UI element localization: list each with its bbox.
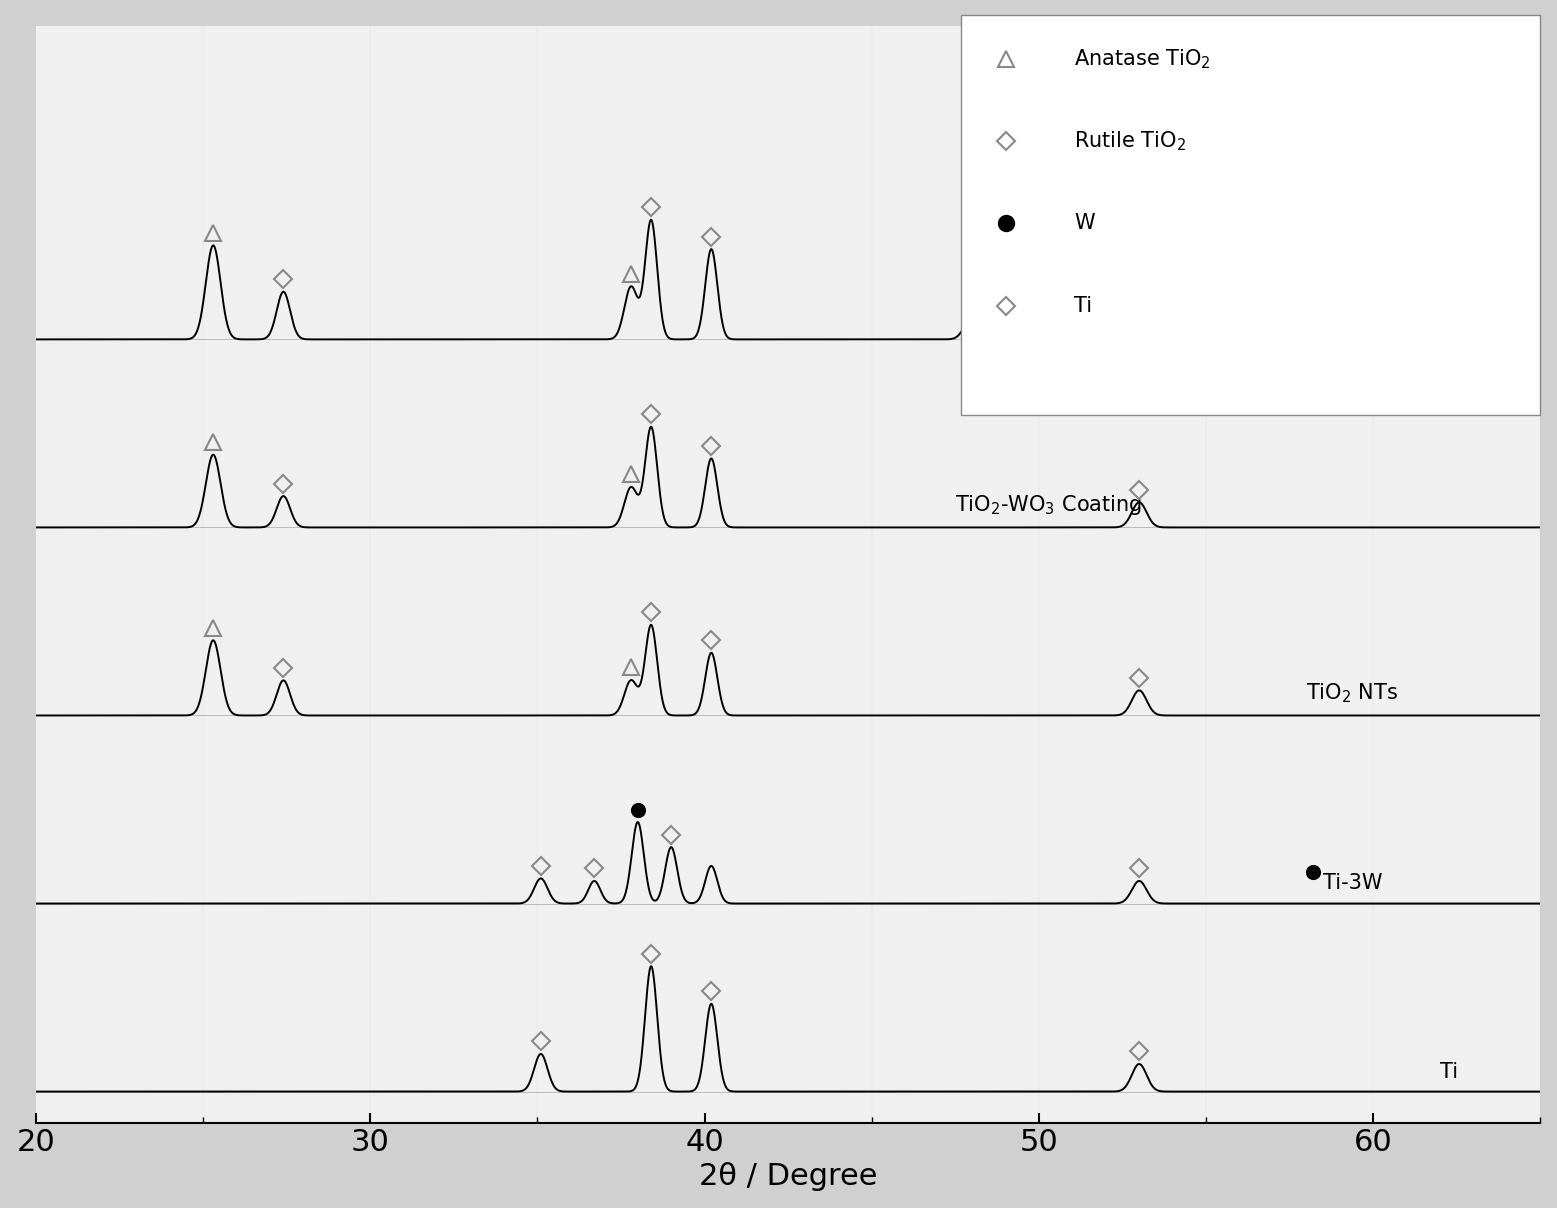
Text: Ti: Ti	[1440, 1062, 1459, 1081]
Text: W: W	[1074, 214, 1095, 233]
Text: Anatase TiO$_2$: Anatase TiO$_2$	[1074, 47, 1211, 71]
Text: Ti: Ti	[1074, 296, 1091, 315]
Text: Rutile TiO$_2$: Rutile TiO$_2$	[1074, 129, 1186, 153]
X-axis label: 2θ / Degree: 2θ / Degree	[699, 1162, 878, 1191]
Text: TiO$_2$-WO$_3$ Coating: TiO$_2$-WO$_3$ Coating	[956, 493, 1143, 517]
FancyBboxPatch shape	[961, 14, 1540, 416]
Text: Ti-W-O NTs: Ti-W-O NTs	[1289, 309, 1401, 330]
Text: TiO$_2$ NTs: TiO$_2$ NTs	[1306, 681, 1398, 705]
Text: Ti-3W: Ti-3W	[1323, 873, 1383, 894]
